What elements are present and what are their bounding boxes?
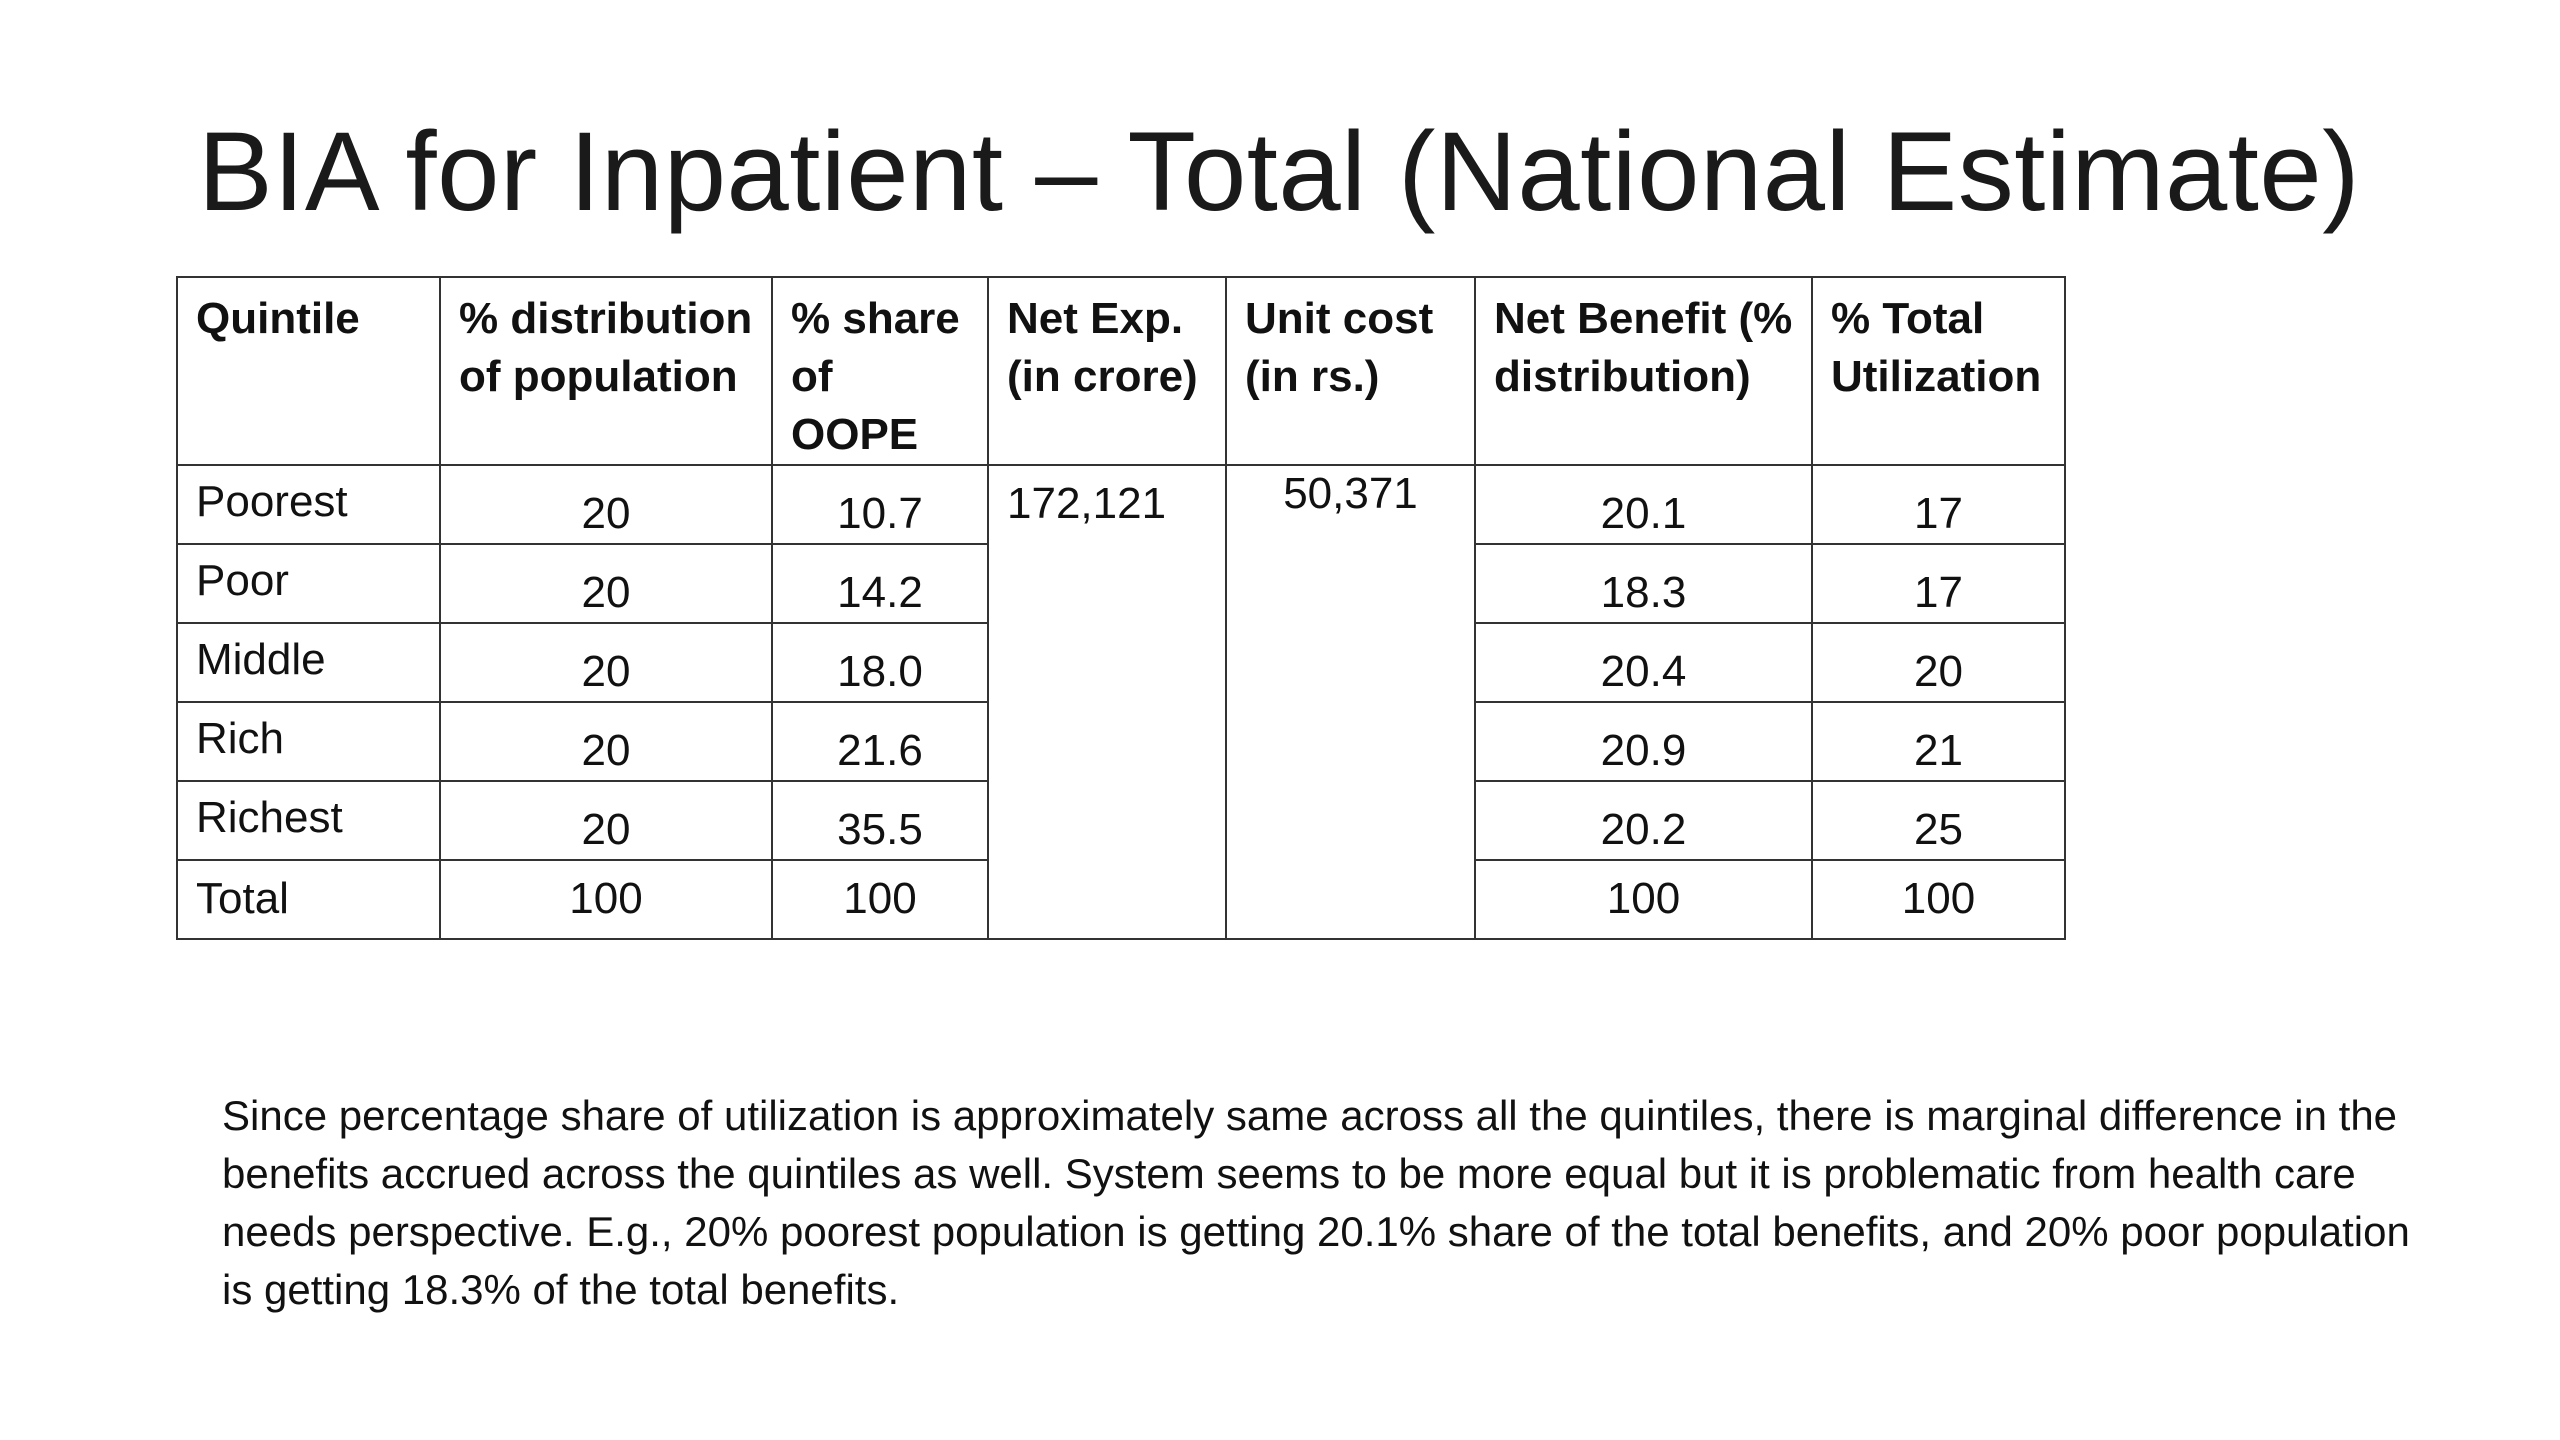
net-benefit-cell: 20.2 bbox=[1474, 780, 1813, 861]
bia-inpatient-table: Quintile % distribution of population % … bbox=[176, 276, 2066, 940]
header-population-distribution: % distribution of population bbox=[439, 276, 773, 466]
header-net-benefit: Net Benefit (% distribution) bbox=[1474, 276, 1813, 466]
quintile-cell: Poorest bbox=[176, 464, 441, 545]
table-row: Rich 20 21.6 20.9 21 bbox=[176, 701, 2066, 782]
oope-share-cell: 100 bbox=[771, 859, 989, 940]
header-total-utilization: % Total Utilization bbox=[1811, 276, 2066, 466]
population-pct-cell: 20 bbox=[439, 701, 773, 782]
table-row: Poorest 20 10.7 172,121 50,371 20.1 17 bbox=[176, 464, 2066, 940]
table-row: Middle 20 18.0 20.4 20 bbox=[176, 622, 2066, 703]
header-quintile: Quintile bbox=[176, 276, 441, 466]
quintile-cell: Rich bbox=[176, 701, 441, 782]
population-pct-cell: 20 bbox=[439, 622, 773, 703]
net-benefit-cell: 18.3 bbox=[1474, 543, 1813, 624]
quintile-cell: Middle bbox=[176, 622, 441, 703]
utilization-cell: 17 bbox=[1811, 464, 2066, 545]
oope-share-cell: 35.5 bbox=[771, 780, 989, 861]
utilization-cell: 25 bbox=[1811, 780, 2066, 861]
quintile-cell: Total bbox=[176, 859, 441, 940]
table-row: Richest 20 35.5 20.2 25 bbox=[176, 780, 2066, 861]
net-benefit-cell: 20.9 bbox=[1474, 701, 1813, 782]
utilization-cell: 17 bbox=[1811, 543, 2066, 624]
oope-share-cell: 18.0 bbox=[771, 622, 989, 703]
population-pct-cell: 20 bbox=[439, 464, 773, 545]
table-header-row: Quintile % distribution of population % … bbox=[176, 276, 2066, 466]
table-row: Poor 20 14.2 18.3 17 bbox=[176, 543, 2066, 624]
oope-share-cell: 10.7 bbox=[771, 464, 989, 545]
findings-note: Since percentage share of utilization is… bbox=[222, 1092, 2410, 1313]
header-oope-share: % share of OOPE bbox=[771, 276, 989, 466]
table-row-total: Total 100 100 100 100 bbox=[176, 859, 2066, 940]
slide-title: BIA for Inpatient – Total (National Esti… bbox=[198, 109, 2360, 234]
net-expenditure-cell: 172,121 bbox=[987, 464, 1227, 940]
header-net-expenditure: Net Exp. (in crore) bbox=[987, 276, 1227, 466]
net-benefit-cell: 20.1 bbox=[1474, 464, 1813, 545]
population-pct-cell: 20 bbox=[439, 543, 773, 624]
quintile-cell: Poor bbox=[176, 543, 441, 624]
quintile-cell: Richest bbox=[176, 780, 441, 861]
net-benefit-cell: 20.4 bbox=[1474, 622, 1813, 703]
utilization-cell: 20 bbox=[1811, 622, 2066, 703]
population-pct-cell: 100 bbox=[439, 859, 773, 940]
oope-share-cell: 14.2 bbox=[771, 543, 989, 624]
unit-cost-cell: 50,371 bbox=[1225, 464, 1476, 940]
oope-share-cell: 21.6 bbox=[771, 701, 989, 782]
utilization-cell: 21 bbox=[1811, 701, 2066, 782]
population-pct-cell: 20 bbox=[439, 780, 773, 861]
utilization-cell: 100 bbox=[1811, 859, 2066, 940]
net-benefit-cell: 100 bbox=[1474, 859, 1813, 940]
header-unit-cost: Unit cost (in rs.) bbox=[1225, 276, 1476, 466]
